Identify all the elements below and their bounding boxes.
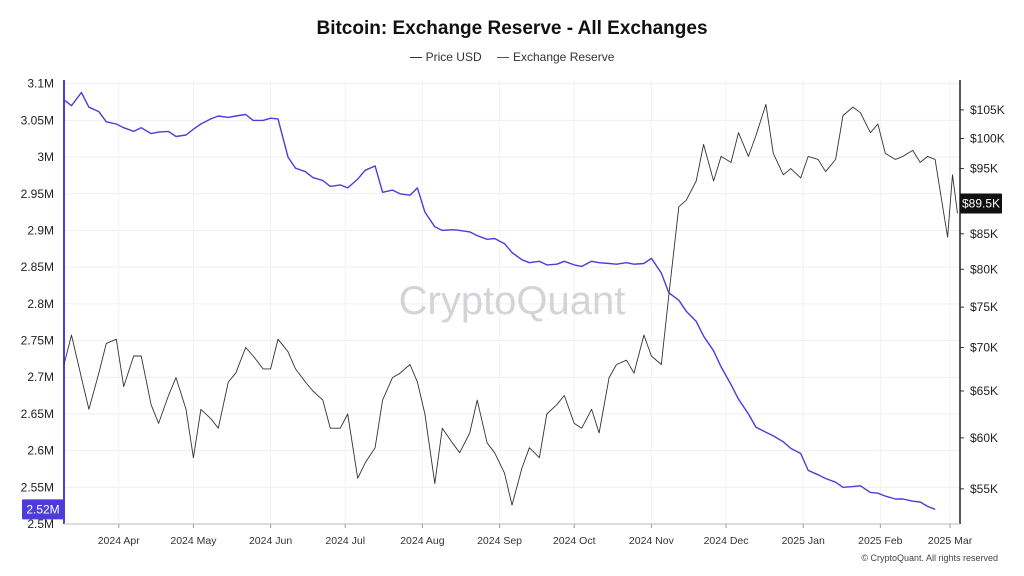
x-tick-label: 2024 May	[170, 535, 217, 547]
legend-swatch-reserve	[496, 57, 509, 59]
y-right-tick-label: $55K	[970, 482, 998, 496]
y-left-tick-label: 2.85M	[21, 260, 54, 274]
y-left-tick-label: 2.65M	[21, 407, 54, 421]
reserve-current-badge	[22, 499, 64, 520]
legend-label-reserve: Exchange Reserve	[512, 50, 615, 64]
y-right-tick-label: $60K	[970, 431, 998, 445]
x-tick-label: 2024 Aug	[400, 535, 445, 547]
exchange-reserve-line	[63, 91, 936, 510]
legend: Price USD Exchange Reserve	[0, 50, 1024, 64]
y-right-tick-label: $85K	[970, 227, 998, 241]
y-left-tick-label: 2.8M	[27, 297, 54, 311]
y-left-tick-label: 2.55M	[21, 480, 54, 494]
y-left-tick-label: 2.75M	[21, 334, 54, 348]
axes	[63, 80, 964, 528]
price-usd-line	[63, 103, 958, 506]
x-tick-label: 2024 Apr	[98, 535, 141, 547]
y-left-tick-label: 2.7M	[27, 370, 54, 384]
copyright-text: © CryptoQuant. All rights reserved	[861, 553, 998, 563]
legend-swatch-price	[409, 57, 422, 59]
series-layer	[63, 91, 958, 510]
x-tick-label: 2024 Oct	[553, 535, 596, 547]
y-right-tick-label: $70K	[970, 341, 998, 355]
legend-label-price: Price USD	[425, 50, 482, 64]
y-left-tick-label: 2.6M	[27, 444, 54, 458]
y-right-tick-label: $65K	[970, 384, 998, 398]
price-current-badge	[960, 193, 1002, 214]
y-left-tick-label: 3M	[37, 150, 54, 164]
value-badges: 2.52M $89.5K	[22, 193, 1002, 520]
legend-item-price[interactable]: Price USD	[409, 50, 482, 64]
watermark: CryptoQuant	[399, 279, 626, 323]
x-tick-label: 2025 Mar	[928, 535, 973, 547]
y-left-tick-label: 3.1M	[27, 77, 54, 91]
y-right-tick-label: $105K	[970, 103, 1005, 117]
x-tick-label: 2025 Feb	[858, 535, 903, 547]
y-right-tick-label: $80K	[970, 262, 998, 276]
x-tick-label: 2024 Dec	[704, 535, 749, 547]
grid-lines	[64, 80, 960, 525]
x-tick-label: 2024 Jul	[325, 535, 365, 547]
x-tick-label: 2024 Jun	[249, 535, 292, 547]
x-tick-label: 2024 Sep	[477, 535, 522, 547]
y-left-tick-label: 2.95M	[21, 187, 54, 201]
y-right-tick-label: $100K	[970, 132, 1005, 146]
x-tick-label: 2024 Nov	[629, 535, 675, 547]
y-right-tick-label: $95K	[970, 162, 998, 176]
legend-item-reserve[interactable]: Exchange Reserve	[496, 50, 615, 64]
y-left-tick-label: 2.9M	[27, 223, 54, 237]
y-left-tick-label: 2.5M	[27, 517, 54, 531]
price-current-label: $89.5K	[962, 197, 1000, 211]
chart-title: Bitcoin: Exchange Reserve - All Exchange…	[316, 18, 708, 39]
x-tick-label: 2025 Jan	[782, 535, 825, 547]
y-right-tick-label: $75K	[970, 300, 998, 314]
y-left-tick-label: 3.05M	[21, 113, 54, 127]
reserve-current-label: 2.52M	[26, 502, 59, 516]
axis-labels: 2.5M 2.55M 2.6M 2.65M 2.7M 2.75M 2.8M 2.85M 2.9M…	[21, 77, 1005, 547]
